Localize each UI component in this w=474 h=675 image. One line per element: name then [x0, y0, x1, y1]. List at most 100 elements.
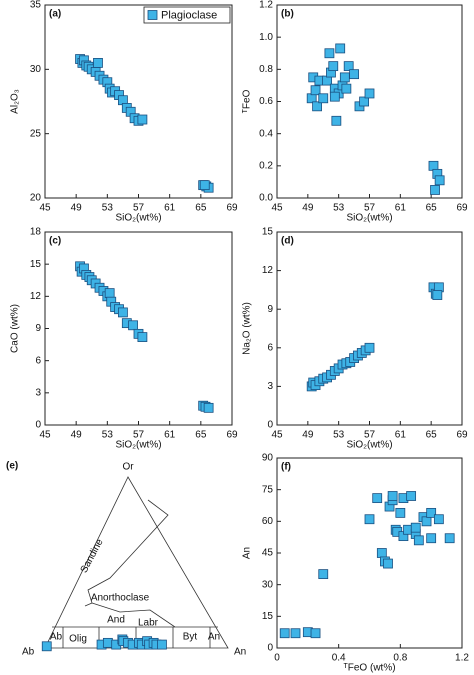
marker: [331, 115, 342, 126]
y-tick-label: 3: [35, 387, 41, 398]
x-tick-label: 53: [102, 203, 114, 214]
marker: [343, 61, 354, 72]
marker: [430, 185, 440, 195]
legend-label: Plagioclase: [161, 9, 217, 21]
legend-box: [143, 6, 231, 24]
marker: [426, 507, 437, 518]
x-tick-label: 61: [395, 203, 407, 214]
x-axis-label: SiO₂(wt%): [115, 440, 161, 451]
marker: [199, 180, 210, 191]
marker: [421, 516, 432, 527]
marker: [376, 548, 387, 558]
x-tick-label: 45: [39, 430, 51, 441]
vertex-label: Ab: [22, 647, 35, 658]
panel-label: (f): [281, 462, 291, 473]
marker: [335, 43, 346, 54]
marker: [395, 507, 406, 518]
marker: [318, 569, 329, 580]
y-axis-label: Na₂O (wt%): [242, 302, 253, 355]
vertex-label: Or: [122, 462, 134, 473]
marker: [137, 114, 148, 125]
x-axis-label: ᵀFeO (wt%): [343, 663, 395, 674]
y-tick-label: 0.2: [259, 160, 273, 171]
x-tick-label: 57: [133, 203, 145, 214]
vertex-label: An: [234, 647, 246, 658]
marker: [432, 290, 443, 300]
x-tick-label: 0.8: [393, 653, 407, 664]
field-label: And: [107, 615, 125, 626]
marker: [312, 101, 322, 112]
x-tick-label: 57: [364, 430, 376, 441]
plot-frame: [276, 231, 463, 426]
marker: [341, 83, 352, 94]
y-tick-label: 0.6: [259, 96, 273, 107]
marker: [329, 91, 340, 102]
marker: [410, 522, 421, 533]
plot-frame: [44, 4, 233, 199]
marker: [433, 514, 444, 525]
x-tick-label: 49: [302, 430, 314, 441]
y-tick-label: 25: [30, 128, 42, 139]
plot-frame: [44, 231, 233, 426]
marker: [339, 72, 350, 83]
x-tick-label: 49: [302, 203, 314, 214]
marker: [93, 58, 103, 68]
x-tick-label: 65: [195, 430, 207, 441]
marker: [444, 533, 455, 544]
marker: [426, 533, 437, 544]
y-axis-label: CaO (wt%): [10, 304, 21, 353]
y-tick-label: 45: [262, 548, 274, 559]
x-tick-label: 65: [426, 430, 438, 441]
field-boundary: [91, 602, 176, 628]
y-tick-label: 0: [267, 643, 273, 654]
marker: [310, 85, 321, 96]
x-tick-label: 1.2: [455, 653, 469, 664]
y-tick-label: 12: [262, 265, 274, 276]
marker: [128, 320, 138, 331]
x-tick-label: 57: [364, 203, 376, 214]
y-axis-label: ᵀFeO: [242, 89, 253, 113]
x-tick-label: 61: [164, 203, 176, 214]
y-tick-label: 1.2: [259, 0, 273, 11]
y-tick-label: 9: [35, 323, 41, 334]
x-axis-label: SiO₂(wt%): [115, 213, 161, 224]
y-tick-label: 12: [30, 291, 42, 302]
y-tick-label: 6: [267, 342, 273, 353]
marker: [364, 514, 375, 525]
x-tick-label: 49: [71, 203, 83, 214]
x-axis-label: SiO₂(wt%): [346, 213, 392, 224]
y-tick-label: 3: [267, 381, 273, 392]
field-boundary: [62, 627, 211, 648]
marker: [364, 342, 375, 353]
panel-label: (a): [49, 9, 61, 20]
y-tick-label: 90: [262, 453, 274, 464]
x-axis-label: SiO₂(wt%): [346, 440, 392, 451]
marker: [328, 61, 339, 72]
marker: [104, 288, 115, 299]
x-tick-label: 53: [102, 430, 114, 441]
marker: [118, 307, 128, 318]
field-label: Ab: [50, 632, 63, 643]
x-tick-label: 53: [333, 430, 345, 441]
y-tick-label: 18: [30, 227, 42, 238]
x-tick-label: 65: [426, 203, 438, 214]
y-tick-label: 30: [262, 579, 274, 590]
marker: [102, 637, 113, 648]
marker: [413, 535, 424, 546]
panel-label: (c): [49, 236, 61, 247]
marker: [406, 491, 417, 501]
field-label: Labr: [138, 618, 159, 629]
y-tick-label: 6: [35, 355, 41, 366]
y-tick-label: 15: [262, 611, 274, 622]
marker: [310, 628, 321, 639]
marker: [318, 93, 329, 104]
y-tick-label: 15: [30, 259, 42, 270]
marker: [383, 558, 393, 569]
field-label: Olig: [69, 634, 87, 645]
x-tick-label: 65: [195, 203, 207, 214]
y-tick-label: 0.4: [259, 128, 273, 139]
marker: [387, 491, 398, 501]
marker: [137, 332, 148, 342]
y-tick-label: 0.0: [259, 193, 273, 204]
